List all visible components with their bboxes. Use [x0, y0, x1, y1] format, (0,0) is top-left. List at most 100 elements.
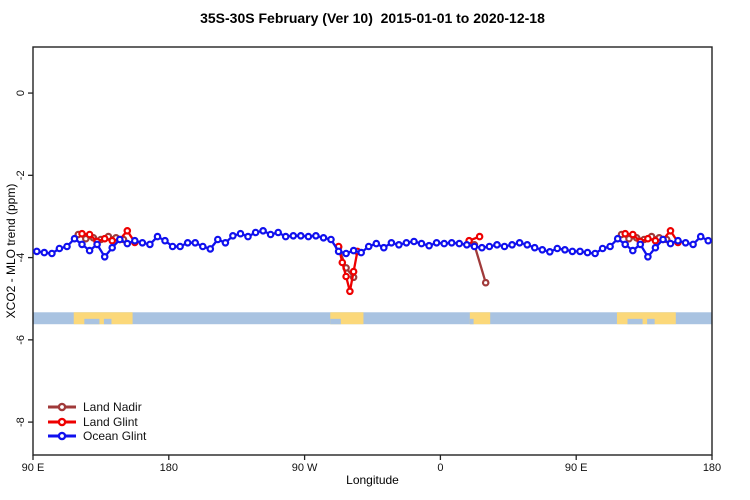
data-point	[266, 230, 275, 239]
data-point	[349, 267, 358, 276]
data-point	[48, 249, 56, 258]
data-point	[395, 241, 403, 249]
map-band-coast-notch	[103, 318, 112, 325]
x-tick-label: 0	[437, 462, 443, 474]
data-point	[591, 249, 599, 258]
data-point	[214, 235, 222, 244]
legend-row-land-nadir: Land Nadir	[46, 400, 146, 415]
data-point	[470, 242, 479, 251]
data-point	[364, 242, 373, 251]
data-point	[387, 239, 396, 247]
data-point	[244, 232, 252, 241]
data-point	[583, 248, 592, 257]
legend-marker-land-glint	[48, 417, 76, 427]
data-point	[236, 229, 245, 238]
data-point	[455, 239, 464, 248]
data-point	[666, 239, 675, 248]
data-point	[312, 232, 320, 240]
data-point	[304, 232, 313, 241]
data-point	[338, 258, 347, 267]
data-point	[199, 242, 207, 251]
data-point	[681, 239, 690, 247]
data-point	[410, 237, 418, 246]
data-point	[221, 239, 230, 247]
data-point	[259, 227, 267, 235]
data-point	[500, 242, 509, 251]
data-point	[432, 239, 441, 247]
data-point	[327, 235, 335, 244]
data-point	[485, 242, 494, 251]
data-point	[689, 240, 697, 249]
data-point	[440, 239, 449, 248]
data-point	[372, 239, 381, 248]
y-tick-label: -2	[15, 170, 27, 180]
legend-label-land-glint: Land Glint	[83, 414, 138, 429]
data-point	[349, 246, 358, 255]
data-point	[85, 246, 94, 255]
legend-row-land-glint: Land Glint	[46, 415, 146, 430]
data-point	[183, 239, 192, 247]
legend: Land Nadir Land Glint Ocean Glint	[46, 400, 146, 444]
data-point	[191, 239, 200, 247]
data-point	[357, 248, 366, 257]
data-point	[85, 230, 94, 239]
data-point	[651, 236, 660, 245]
data-point	[342, 272, 350, 281]
data-point	[334, 247, 343, 256]
data-point	[342, 249, 350, 258]
data-point	[168, 242, 177, 251]
x-tick-label: 180	[160, 462, 178, 474]
data-point	[613, 234, 622, 243]
data-point	[568, 247, 577, 256]
data-point	[146, 240, 154, 249]
data-point	[515, 239, 524, 247]
land-nadir-series-line	[473, 244, 487, 284]
y-tick-label: -6	[15, 335, 27, 345]
data-point	[63, 242, 71, 251]
data-point	[123, 239, 132, 248]
data-point	[32, 247, 41, 256]
map-band-coast-notch	[330, 318, 341, 325]
y-tick-label: -8	[15, 417, 27, 427]
data-point	[417, 239, 426, 248]
data-point	[644, 252, 652, 261]
data-point	[289, 232, 298, 240]
data-point	[704, 236, 713, 245]
x-tick-label: 90 E	[22, 462, 45, 474]
data-point	[116, 235, 124, 244]
data-point	[206, 245, 215, 253]
data-point	[78, 229, 86, 238]
y-axis-label: XCO2 - MLO trend (ppm)	[4, 183, 18, 319]
data-point	[131, 236, 139, 245]
data-point	[123, 227, 132, 235]
map-band-coast-notch	[469, 318, 474, 325]
data-point	[621, 229, 630, 238]
data-point	[78, 240, 86, 249]
data-point	[251, 228, 260, 237]
data-point	[576, 247, 584, 256]
data-point	[55, 244, 64, 253]
map-band-ocean	[33, 312, 712, 325]
data-point	[523, 241, 532, 249]
data-point	[319, 234, 328, 242]
data-point	[138, 239, 147, 247]
x-tick-label: 180	[703, 462, 721, 474]
data-point	[346, 287, 354, 296]
data-point	[598, 244, 607, 253]
chart-title: 35S-30S February (Ver 10) 2015-01-01 to …	[200, 10, 545, 26]
legend-label-land-nadir: Land Nadir	[83, 400, 142, 415]
data-point	[628, 230, 637, 239]
data-point	[561, 246, 569, 254]
data-point	[100, 252, 109, 261]
data-point	[475, 232, 484, 241]
data-point	[462, 241, 471, 249]
data-point	[545, 248, 554, 256]
data-point	[281, 232, 290, 241]
data-point	[538, 246, 547, 254]
legend-marker-land-nadir	[48, 402, 76, 412]
map-band-coast-notch	[84, 318, 100, 325]
x-tick-label: 90 E	[565, 462, 588, 474]
data-point	[493, 241, 501, 249]
